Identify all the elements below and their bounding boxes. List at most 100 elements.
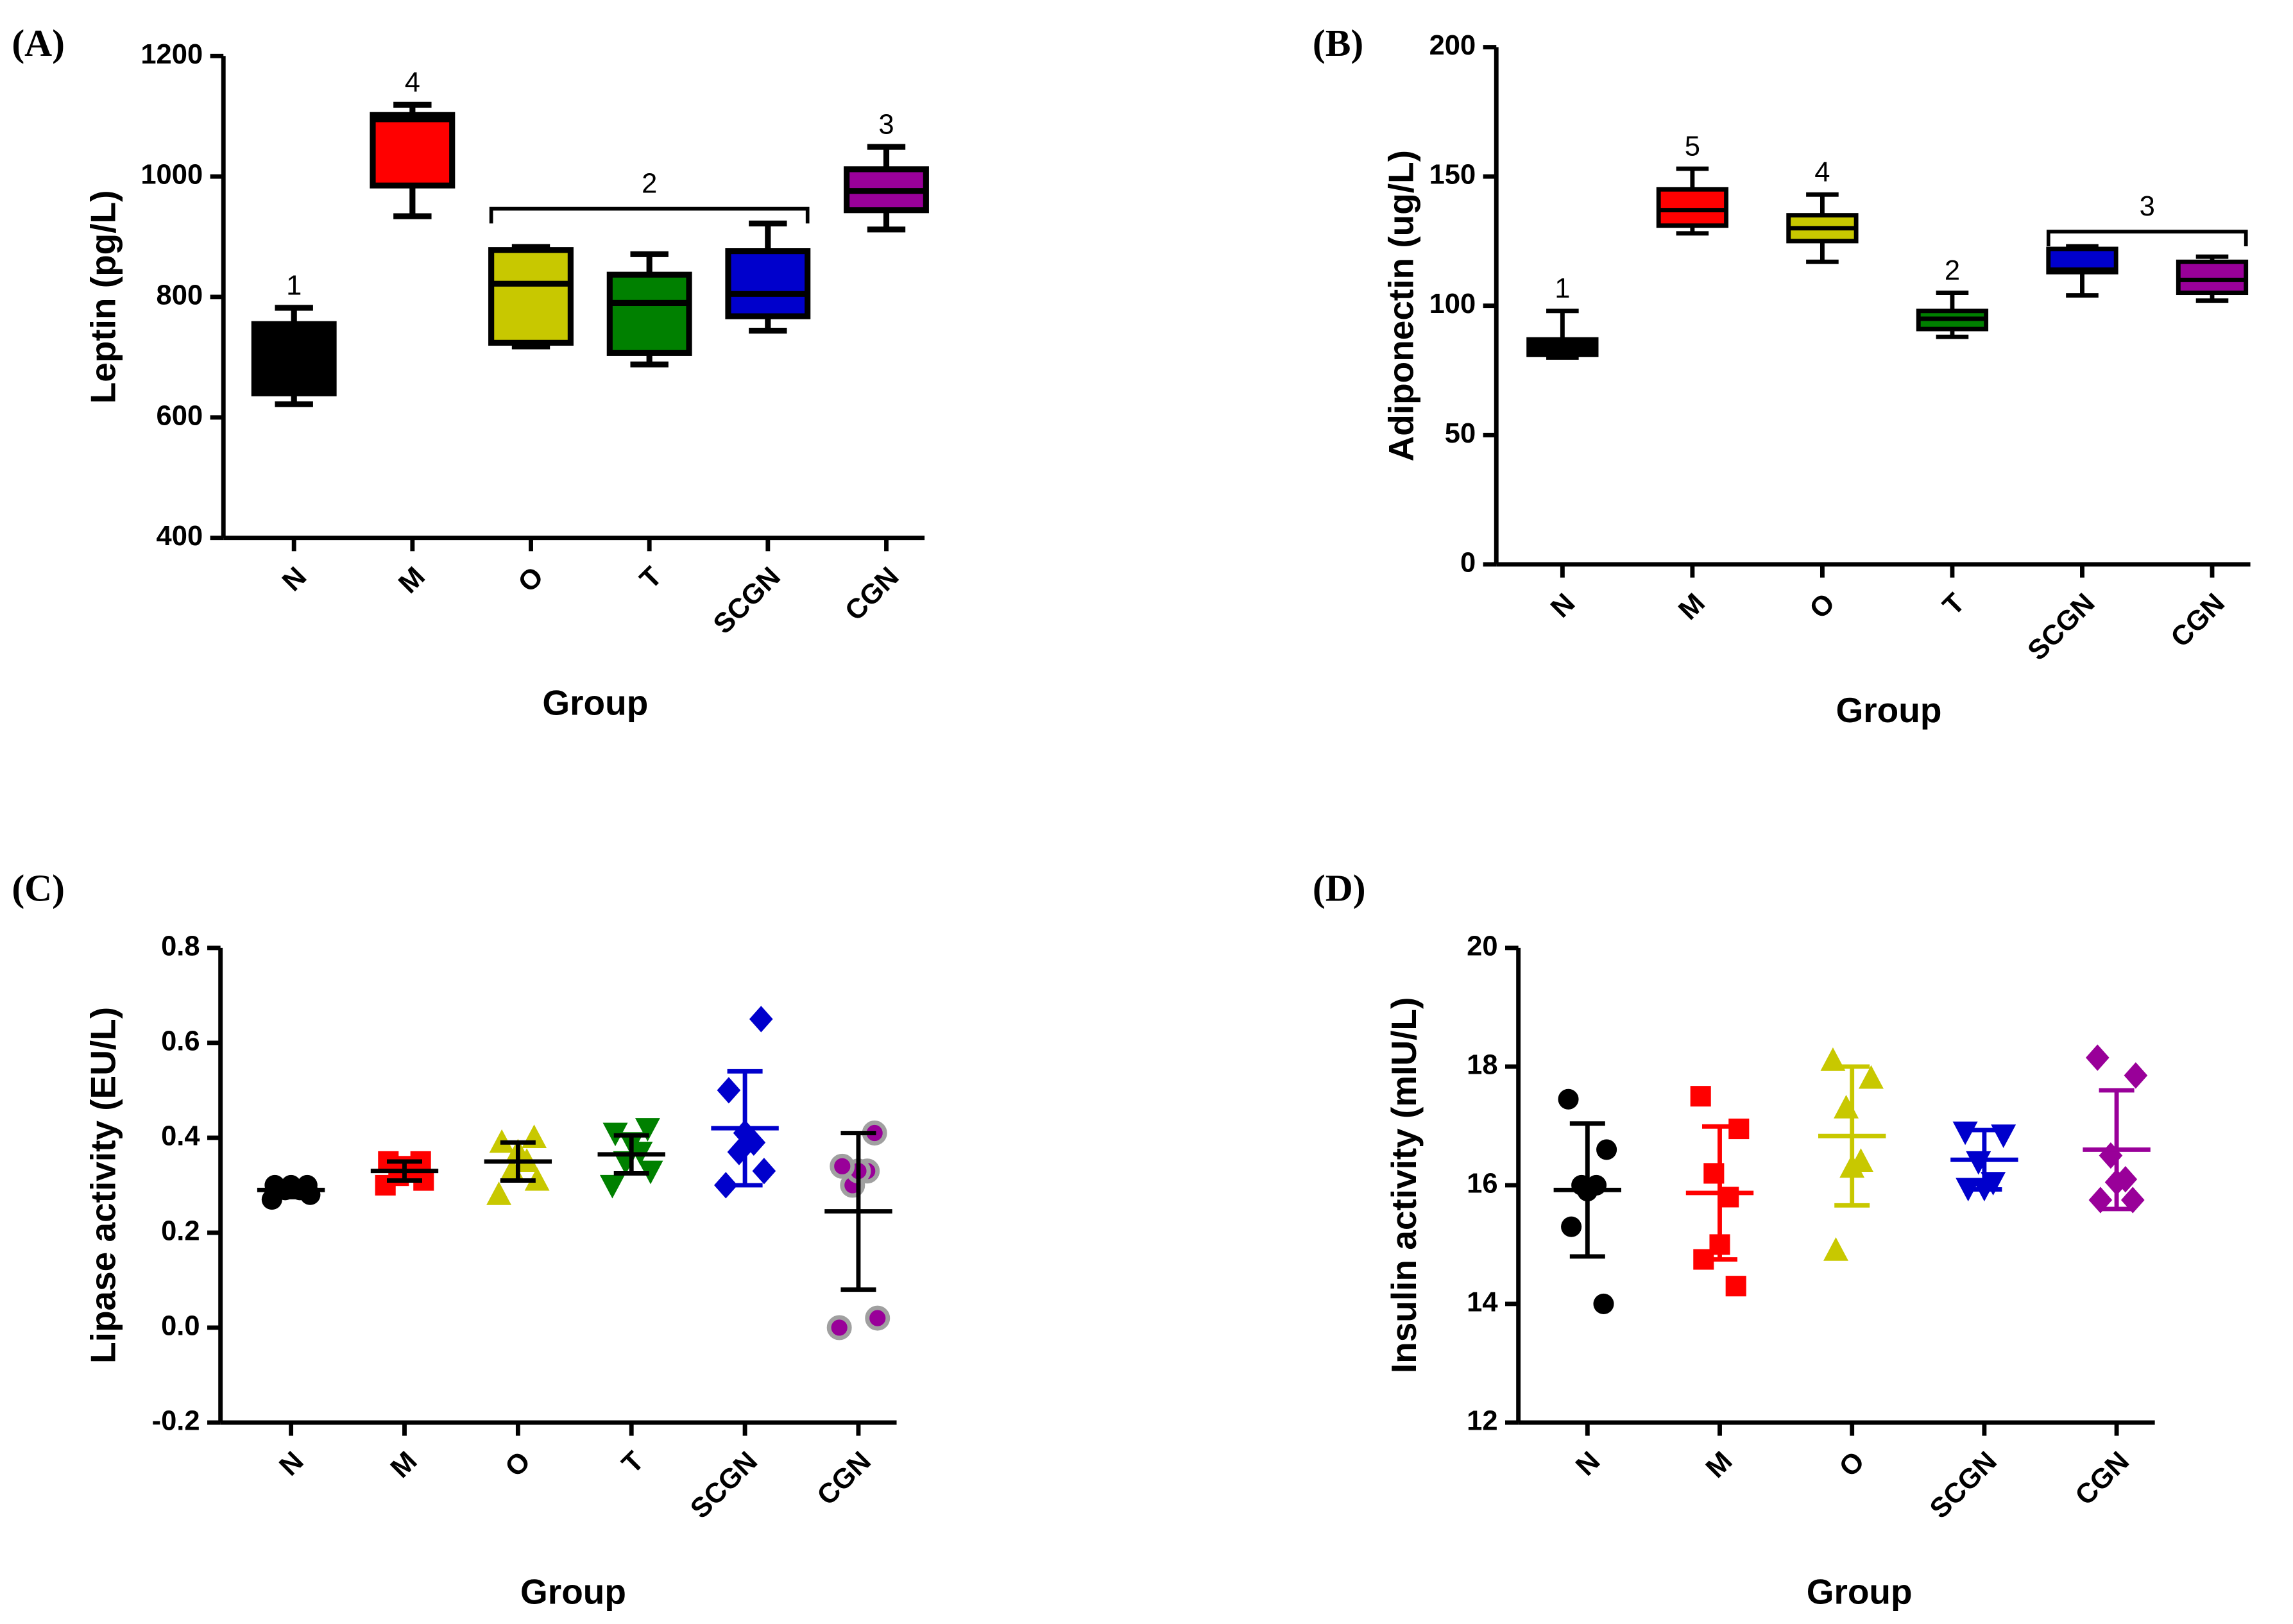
x-tick-label: CGN xyxy=(2070,1446,2135,1511)
x-tick-label: N xyxy=(1545,588,1581,623)
box xyxy=(1656,187,1729,228)
x-tick-label: CGN xyxy=(812,1446,877,1511)
annotation: 5 xyxy=(1685,131,1700,162)
point xyxy=(1725,1276,1746,1297)
y-tick-label: 1200 xyxy=(141,39,203,70)
x-tick-label: N xyxy=(277,561,312,597)
point xyxy=(717,1077,741,1104)
x-tick-label: T xyxy=(634,561,668,595)
x-axis-label: Group xyxy=(1807,1572,1913,1612)
y-tick-label: 18 xyxy=(1467,1049,1497,1080)
point xyxy=(830,1153,855,1179)
y-tick-label: 100 xyxy=(1429,289,1476,319)
box xyxy=(606,271,692,356)
y-axis-label: Lipase activity (EU/L) xyxy=(83,1007,123,1364)
point xyxy=(1690,1086,1711,1107)
panel-label: (A) xyxy=(12,22,65,64)
point xyxy=(826,1315,852,1341)
x-tick-label: SCGN xyxy=(1924,1446,2003,1525)
y-tick-label: 400 xyxy=(157,521,203,552)
box xyxy=(2176,259,2249,296)
point xyxy=(599,1174,625,1199)
annotation: 4 xyxy=(1814,157,1830,188)
y-axis-label: Adiponectin (ug/L) xyxy=(1381,150,1420,461)
x-axis-label: Group xyxy=(542,682,648,722)
x-tick-label: SCGN xyxy=(2022,588,2101,666)
point xyxy=(1823,1237,1848,1261)
x-tick-label: N xyxy=(273,1446,309,1482)
y-tick-label: 0.0 xyxy=(161,1310,200,1341)
y-tick-label: 1000 xyxy=(141,160,203,190)
x-tick-label: O xyxy=(1803,588,1841,625)
y-tick-label: 150 xyxy=(1429,160,1476,190)
box xyxy=(488,247,574,346)
x-axis-label: Group xyxy=(1836,690,1942,730)
point xyxy=(1596,1139,1617,1160)
x-tick-label: CGN xyxy=(2165,588,2231,653)
y-tick-label: 16 xyxy=(1467,1168,1497,1199)
point xyxy=(865,1305,891,1331)
bracket xyxy=(489,207,810,224)
y-tick-label: -0.2 xyxy=(152,1405,200,1436)
x-tick-label: M xyxy=(1673,588,1711,626)
point xyxy=(1966,1151,1991,1175)
point xyxy=(1834,1095,1859,1119)
y-tick-label: 600 xyxy=(157,400,203,431)
annotation: 3 xyxy=(878,110,894,140)
point xyxy=(2085,1044,2110,1071)
x-tick-label: O xyxy=(513,561,550,598)
annotation: 4 xyxy=(405,67,420,98)
point xyxy=(749,1006,773,1033)
y-tick-label: 0 xyxy=(1460,547,1476,578)
y-tick-label: 50 xyxy=(1445,418,1476,449)
y-tick-label: 14 xyxy=(1467,1287,1497,1317)
y-axis-label: Insulin activity (mIU/L) xyxy=(1384,997,1424,1373)
x-tick-label: SCGN xyxy=(685,1446,763,1525)
annotation: 3 xyxy=(2140,191,2155,222)
y-tick-label: 20 xyxy=(1467,931,1497,961)
point xyxy=(1593,1293,1614,1314)
annotation: 2 xyxy=(642,168,657,199)
box xyxy=(725,248,811,319)
y-tick-label: 0.4 xyxy=(161,1121,200,1151)
y-tick-label: 0.8 xyxy=(161,931,200,961)
y-tick-label: 12 xyxy=(1467,1405,1497,1436)
point xyxy=(296,1174,318,1196)
x-tick-label: N xyxy=(1570,1446,1606,1482)
panel-label: (B) xyxy=(1313,22,1363,64)
y-tick-label: 200 xyxy=(1429,30,1476,61)
point xyxy=(1558,1088,1579,1110)
x-tick-label: M xyxy=(393,561,431,600)
panel-label: (C) xyxy=(12,867,65,909)
x-tick-label: M xyxy=(1700,1446,1739,1484)
y-tick-label: 0.2 xyxy=(161,1215,200,1246)
point xyxy=(752,1158,776,1185)
y-tick-label: 800 xyxy=(157,280,203,310)
point xyxy=(1859,1065,1884,1089)
point xyxy=(486,1181,512,1205)
point xyxy=(1952,1121,1978,1146)
x-tick-label: M xyxy=(385,1446,423,1484)
x-tick-label: SCGN xyxy=(708,561,787,640)
y-axis-label: Leptin (pg/L) xyxy=(83,190,123,404)
bracket xyxy=(2046,230,2248,247)
point xyxy=(635,1118,660,1142)
point xyxy=(1561,1216,1582,1237)
annotation: 1 xyxy=(286,270,302,301)
x-axis-label: Group xyxy=(520,1572,626,1612)
x-tick-label: T xyxy=(1937,588,1971,622)
x-tick-label: O xyxy=(499,1446,536,1483)
point xyxy=(2099,1142,2123,1169)
annotation: 1 xyxy=(1555,273,1570,304)
point xyxy=(524,1167,550,1191)
y-tick-label: 0.6 xyxy=(161,1026,200,1056)
point xyxy=(264,1174,286,1196)
point xyxy=(1728,1119,1750,1140)
point xyxy=(2124,1062,2148,1089)
box xyxy=(370,112,456,189)
x-tick-label: CGN xyxy=(839,561,905,627)
x-tick-label: O xyxy=(1834,1446,1871,1483)
annotation: 2 xyxy=(1945,255,1960,286)
point xyxy=(638,1160,663,1185)
